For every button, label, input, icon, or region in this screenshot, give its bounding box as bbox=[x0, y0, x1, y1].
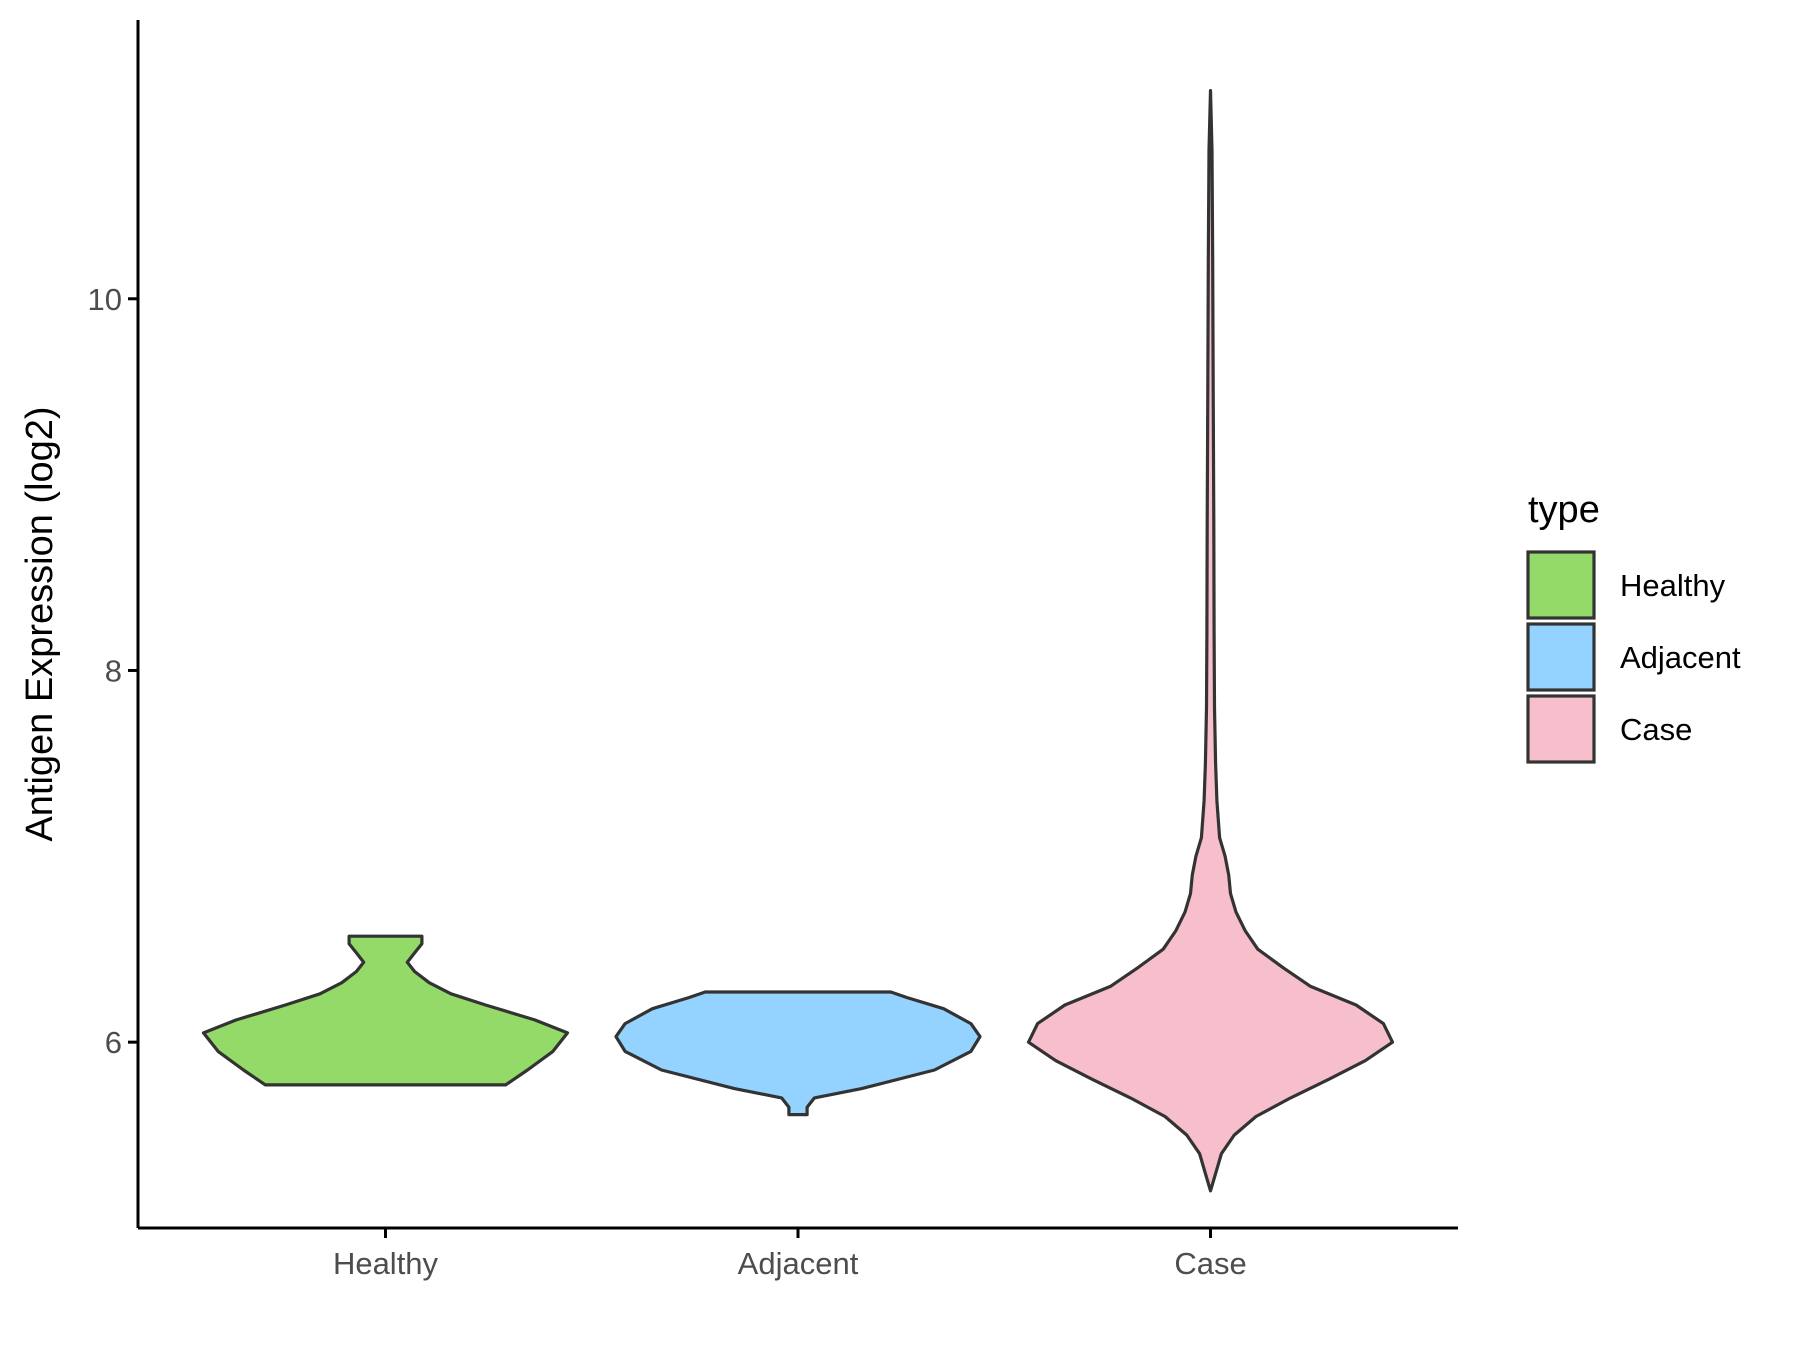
y-tick-label: 10 bbox=[88, 282, 122, 317]
y-tick-label: 6 bbox=[105, 1025, 122, 1060]
x-tick-label-healthy: Healthy bbox=[333, 1246, 439, 1281]
x-tick-label-case: Case bbox=[1174, 1246, 1246, 1281]
violin-case bbox=[1026, 89, 1395, 1193]
axes-layer: 6 8 10 Healthy Adjacent Case Antigen Expressio… bbox=[19, 20, 1458, 1281]
legend-key-healthy bbox=[1526, 550, 1596, 620]
violin-adjacent bbox=[614, 990, 982, 1117]
legend-label-healthy: Healthy bbox=[1620, 568, 1726, 603]
x-tick-label-adjacent: Adjacent bbox=[738, 1246, 859, 1281]
violin-layer bbox=[201, 89, 1395, 1193]
legend-label-case: Case bbox=[1620, 712, 1692, 747]
y-axis-title: Antigen Expression (log2) bbox=[19, 406, 61, 841]
legend-key-case bbox=[1526, 694, 1596, 764]
legend-label-adjacent: Adjacent bbox=[1620, 640, 1741, 675]
y-tick-label: 8 bbox=[105, 653, 122, 688]
legend-title: type bbox=[1528, 489, 1600, 531]
legend: type Healthy Adjacent Case bbox=[1526, 489, 1741, 764]
violin-healthy bbox=[201, 934, 570, 1087]
legend-key-adjacent bbox=[1526, 622, 1596, 692]
